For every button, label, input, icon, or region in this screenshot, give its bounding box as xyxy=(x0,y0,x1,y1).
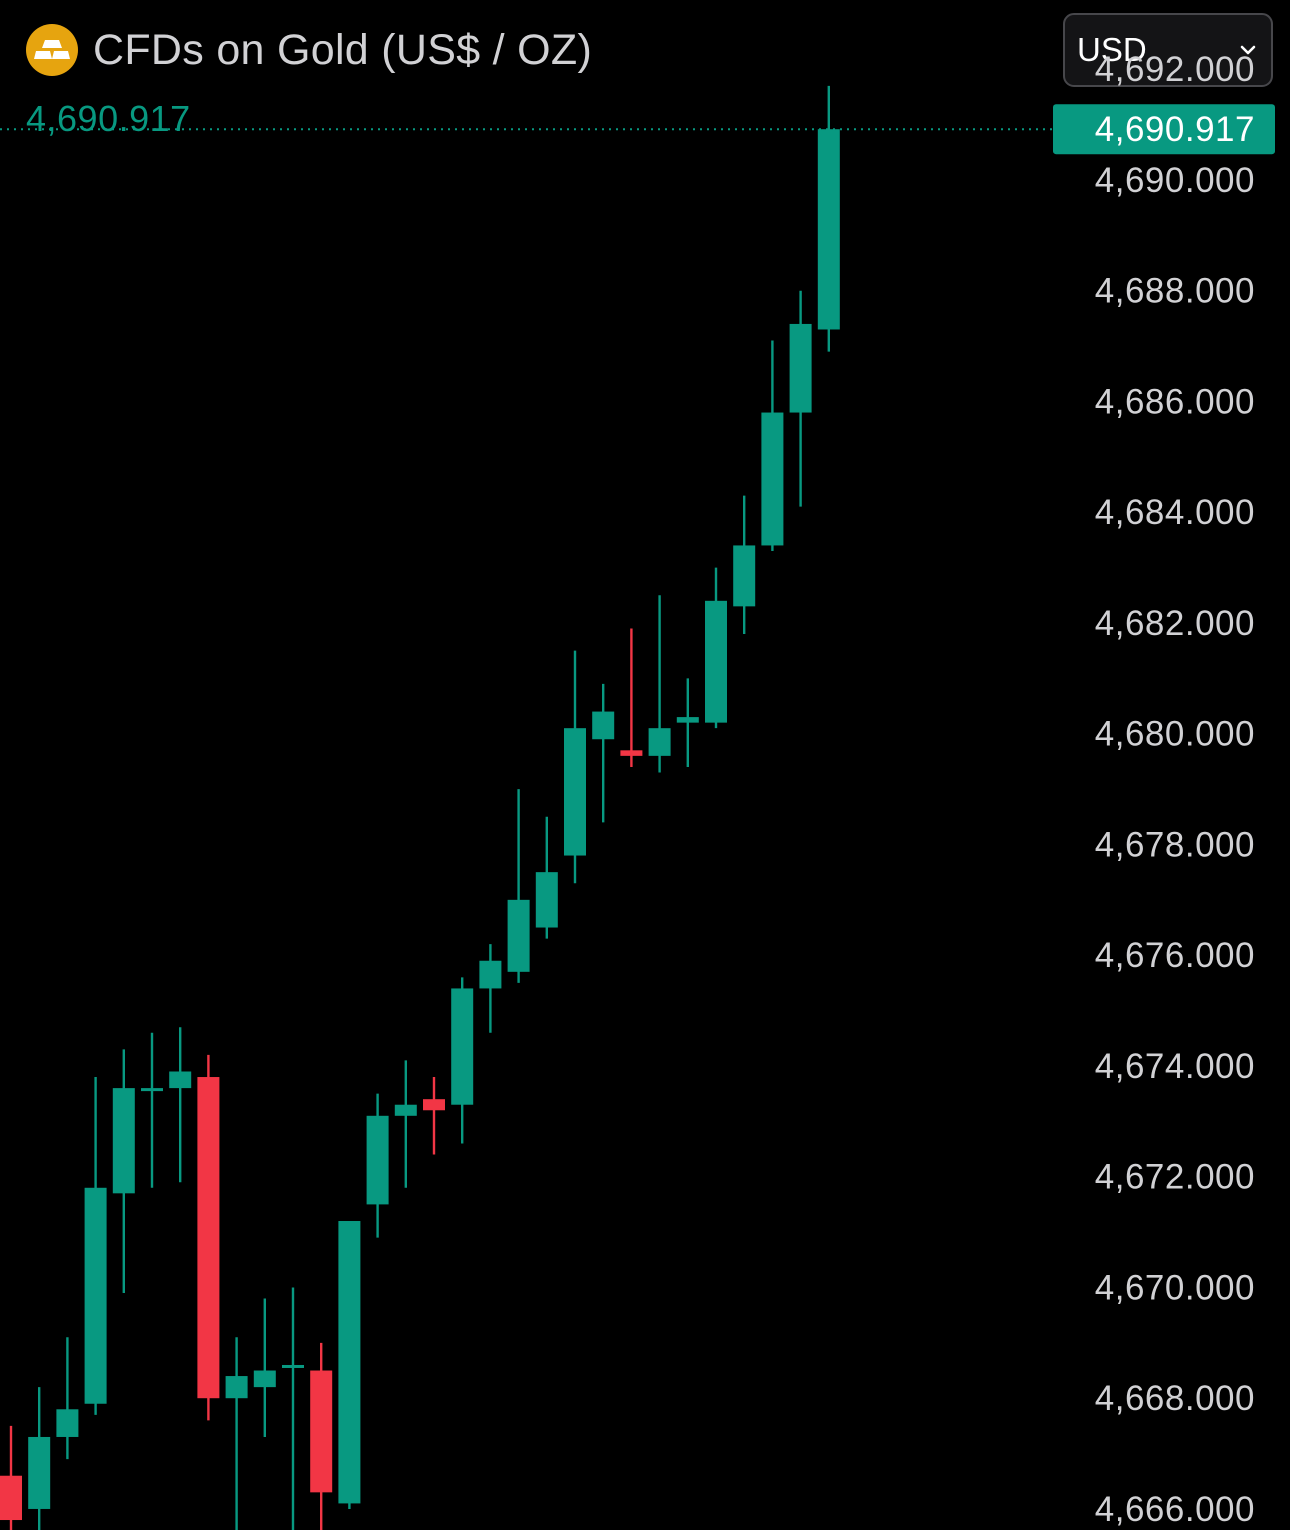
candle[interactable] xyxy=(112,1049,135,1293)
candle[interactable] xyxy=(169,1027,192,1183)
candle[interactable] xyxy=(479,944,502,1033)
y-tick-label: 4,678.000 xyxy=(1095,825,1255,864)
candle-body xyxy=(141,1088,163,1092)
candle[interactable] xyxy=(141,1032,163,1188)
y-tick-label: 4,690.000 xyxy=(1095,161,1255,200)
candle[interactable] xyxy=(423,1077,445,1155)
last-price-tag xyxy=(1053,104,1275,155)
candle-body xyxy=(28,1436,51,1509)
candle[interactable] xyxy=(282,1287,304,1530)
candle-body xyxy=(535,872,558,928)
y-tick-label: 4,676.000 xyxy=(1095,936,1255,975)
candle[interactable] xyxy=(84,1077,107,1415)
candle-body xyxy=(451,988,474,1105)
candle-body xyxy=(338,1221,361,1504)
y-tick-label: 4,680.000 xyxy=(1095,715,1255,754)
candle-body xyxy=(789,323,812,413)
candle-body xyxy=(225,1376,248,1399)
candle-body xyxy=(676,717,699,723)
gold-bars-icon xyxy=(26,24,78,76)
currency-select-value: USD xyxy=(1077,31,1147,68)
candle[interactable] xyxy=(817,85,840,352)
candle-body xyxy=(112,1088,135,1194)
candle-body xyxy=(705,600,727,723)
candle[interactable] xyxy=(394,1060,417,1188)
last-price-readout: 4,690.917 xyxy=(26,98,191,139)
candle-body xyxy=(648,728,671,756)
y-tick-label: 4,682.000 xyxy=(1095,604,1255,643)
candle[interactable] xyxy=(789,290,812,507)
candle[interactable] xyxy=(705,567,727,729)
price-axis: 4,692.000 4,690.000 4,688.000 4,686.000 4,68… xyxy=(1095,50,1255,1529)
candle-body xyxy=(197,1077,220,1399)
candle[interactable] xyxy=(451,977,474,1144)
candle[interactable] xyxy=(507,789,530,983)
candle[interactable] xyxy=(733,495,756,635)
instrument-title: CFDs on Gold (US$ / OZ) xyxy=(93,25,593,74)
y-tick-label: 4,668.000 xyxy=(1095,1379,1255,1418)
y-tick-label: 4,674.000 xyxy=(1095,1047,1255,1086)
candle-body xyxy=(733,545,756,607)
candle[interactable] xyxy=(197,1054,220,1421)
candle-body xyxy=(761,412,784,546)
candle-body xyxy=(169,1071,192,1089)
price-tag-layer: 4,690.917 xyxy=(1053,104,1275,155)
candle-body xyxy=(282,1364,304,1368)
y-tick-label: 4,666.000 xyxy=(1095,1490,1255,1529)
candle-body xyxy=(56,1409,79,1437)
candle[interactable] xyxy=(225,1337,248,1530)
candle-body xyxy=(84,1187,107,1404)
y-tick-label: 4,686.000 xyxy=(1095,382,1255,421)
chevron-down-icon xyxy=(1240,45,1256,55)
candle-body xyxy=(423,1099,445,1111)
candle-body xyxy=(507,899,530,972)
candle-body xyxy=(620,750,643,756)
candle[interactable] xyxy=(676,678,699,767)
candle[interactable] xyxy=(564,650,586,884)
candle[interactable] xyxy=(366,1093,389,1238)
candle[interactable] xyxy=(28,1387,51,1530)
candle-body xyxy=(310,1370,333,1493)
candle[interactable] xyxy=(310,1342,333,1530)
candle-body xyxy=(366,1115,389,1205)
candle[interactable] xyxy=(535,816,558,939)
candle-body xyxy=(592,711,615,740)
candle-body xyxy=(564,728,586,856)
candle[interactable] xyxy=(648,595,671,773)
candle[interactable] xyxy=(338,1221,361,1509)
candle[interactable] xyxy=(56,1337,79,1460)
y-tick-label: 4,684.000 xyxy=(1095,493,1255,532)
candles xyxy=(0,85,840,1530)
candle-body xyxy=(0,1475,22,1521)
candle[interactable] xyxy=(592,683,615,823)
currency-select[interactable]: USD xyxy=(1063,13,1273,87)
candle-body xyxy=(253,1370,276,1388)
gold-bars-glyph xyxy=(34,40,70,59)
y-tick-label: 4,672.000 xyxy=(1095,1158,1255,1197)
candle[interactable] xyxy=(253,1298,276,1437)
chart-header: CFDs on Gold (US$ / OZ) xyxy=(26,24,592,76)
last-price-tag-label: 4,690.917 xyxy=(1095,110,1255,149)
candle-body xyxy=(394,1104,417,1116)
candle[interactable] xyxy=(0,1425,22,1530)
candle[interactable] xyxy=(620,628,643,767)
candle-body xyxy=(817,129,840,330)
y-tick-label: 4,688.000 xyxy=(1095,272,1255,311)
y-tick-label: 4,670.000 xyxy=(1095,1268,1255,1307)
candle-body xyxy=(479,960,502,989)
candle[interactable] xyxy=(761,340,784,551)
y-tick-label: 4,692.000 xyxy=(1095,50,1255,89)
